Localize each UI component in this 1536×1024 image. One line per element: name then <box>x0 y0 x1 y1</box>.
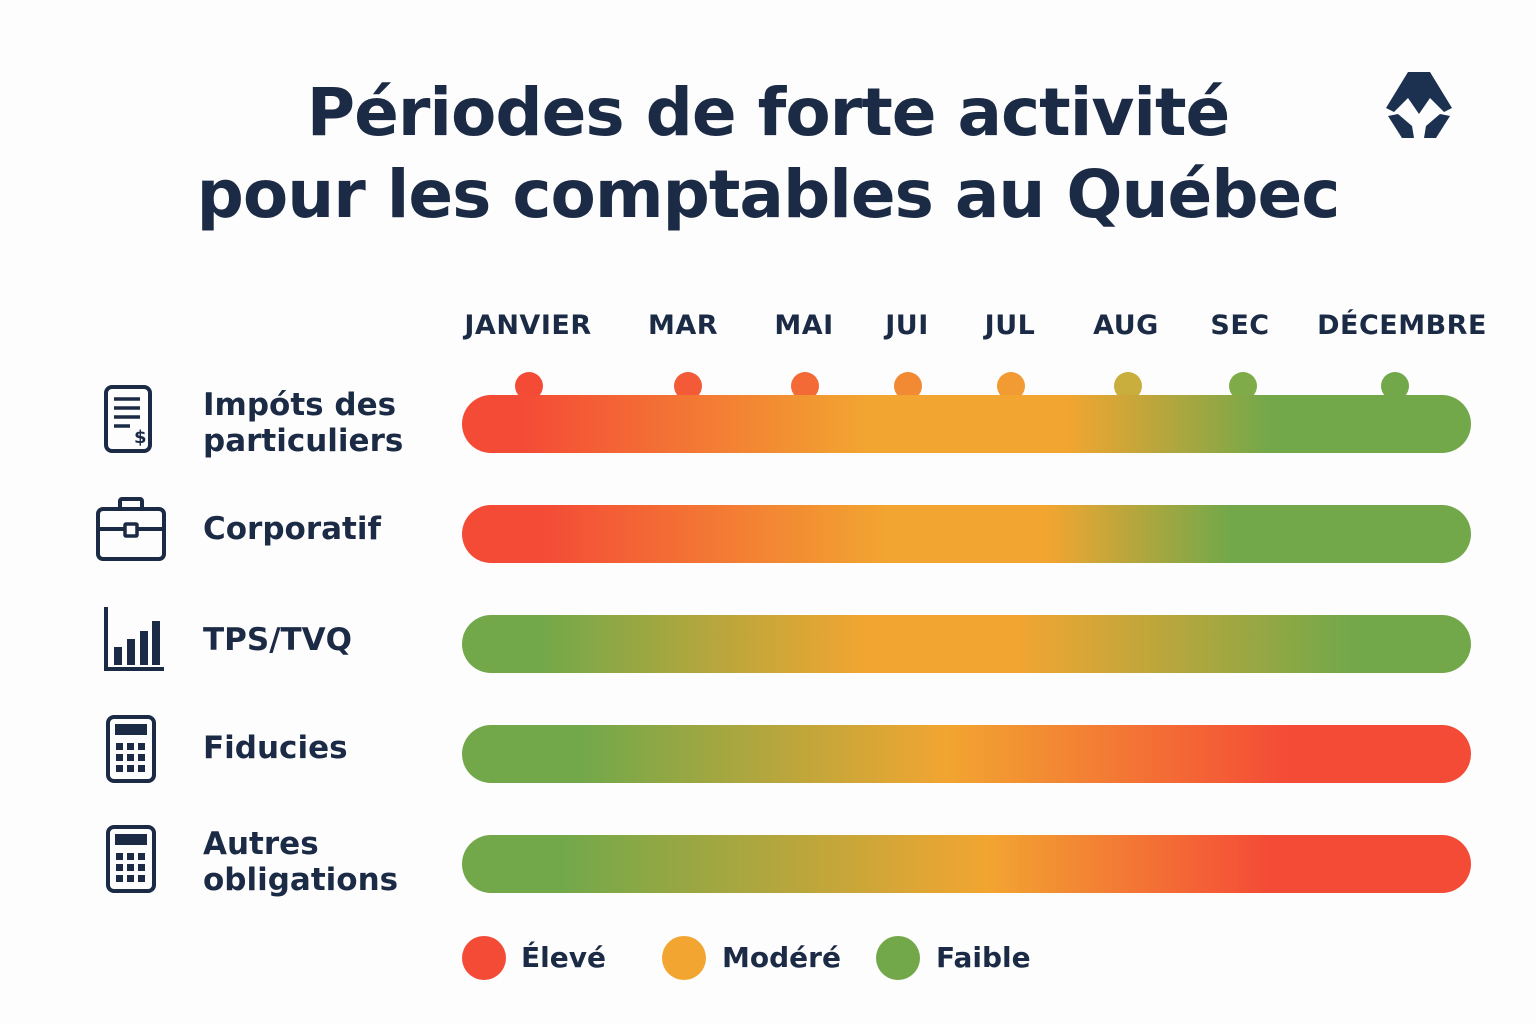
legend-swatch <box>876 936 920 980</box>
legend-swatch <box>662 936 706 980</box>
month-label: JANVIER <box>464 310 592 341</box>
calculator-icon <box>94 823 168 897</box>
row-label: Corporatif <box>203 511 381 547</box>
bar-chart-icon <box>94 603 168 677</box>
activity-bar <box>462 835 1471 893</box>
activity-bar <box>462 395 1471 453</box>
calculator-icon <box>94 713 168 787</box>
activity-bar <box>462 615 1471 673</box>
brand-logo-icon <box>1386 72 1452 138</box>
legend-label: Modéré <box>722 941 841 974</box>
month-label: AUG <box>1093 310 1159 341</box>
svg-text:$: $ <box>134 427 147 448</box>
chart-title-line-1: Périodes de forte activité <box>306 74 1231 151</box>
month-label: DÉCEMBRE <box>1317 310 1487 341</box>
chart-title-line-2: pour les comptables au Québec <box>196 156 1341 233</box>
tax-document-icon: $ <box>94 383 168 457</box>
activity-bar <box>462 725 1471 783</box>
month-label: JUI <box>885 310 929 341</box>
legend-label: Faible <box>936 941 1031 974</box>
month-label: MAR <box>647 310 719 341</box>
month-label: SEC <box>1210 310 1270 341</box>
legend-label: Élevé <box>521 941 606 974</box>
chart-title: Périodes de forte activité pour les comp… <box>0 72 1536 236</box>
activity-bar <box>462 505 1471 563</box>
row-label: Autres obligations <box>203 826 399 898</box>
row-label: Impóts des particuliers <box>203 387 404 459</box>
month-label: JUL <box>984 310 1036 341</box>
month-label: MAI <box>774 310 834 341</box>
row-label: TPS/TVQ <box>203 622 353 658</box>
legend-swatch <box>462 936 506 980</box>
briefcase-icon <box>94 493 168 567</box>
row-label: Fiducies <box>203 730 348 766</box>
